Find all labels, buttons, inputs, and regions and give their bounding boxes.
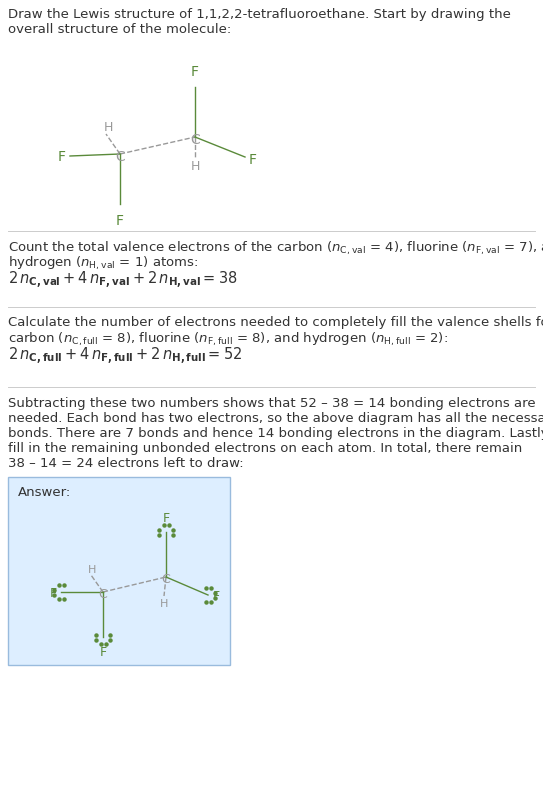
Text: F: F — [58, 150, 66, 164]
Text: F: F — [116, 214, 124, 228]
Text: C: C — [115, 150, 125, 164]
Text: Draw the Lewis structure of 1,1,2,2-tetrafluoroethane. Start by drawing the: Draw the Lewis structure of 1,1,2,2-tetr… — [8, 8, 511, 21]
Text: bonds. There are 7 bonds and hence 14 bonding electrons in the diagram. Lastly,: bonds. There are 7 bonds and hence 14 bo… — [8, 426, 543, 439]
Text: Calculate the number of electrons needed to completely fill the valence shells f: Calculate the number of electrons needed… — [8, 316, 543, 328]
Text: needed. Each bond has two electrons, so the above diagram has all the necessary: needed. Each bond has two electrons, so … — [8, 411, 543, 425]
Text: $2\,n_\mathregular{C,val} + 4\,n_\mathregular{F,val} + 2\,n_\mathregular{H,val} : $2\,n_\mathregular{C,val} + 4\,n_\mathre… — [8, 270, 238, 291]
Bar — [8, 478, 230, 665]
Text: C: C — [162, 573, 171, 585]
Text: H: H — [190, 160, 200, 173]
Text: fill in the remaining unbonded electrons on each atom. In total, there remain: fill in the remaining unbonded electrons… — [8, 442, 522, 454]
Text: Count the total valence electrons of the carbon ($n_\mathregular{C,val}$ = 4), f: Count the total valence electrons of the… — [8, 240, 543, 257]
Text: hydrogen ($n_\mathregular{H,val}$ = 1) atoms:: hydrogen ($n_\mathregular{H,val}$ = 1) a… — [8, 255, 198, 272]
Text: F: F — [212, 589, 219, 603]
Text: 38 – 14 = 24 electrons left to draw:: 38 – 14 = 24 electrons left to draw: — [8, 456, 244, 470]
Text: F: F — [49, 587, 56, 600]
Text: carbon ($n_\mathregular{C,full}$ = 8), fluorine ($n_\mathregular{F,full}$ = 8), : carbon ($n_\mathregular{C,full}$ = 8), f… — [8, 331, 448, 348]
Text: C: C — [99, 588, 108, 601]
Text: overall structure of the molecule:: overall structure of the molecule: — [8, 23, 231, 36]
Text: Answer:: Answer: — [18, 485, 71, 499]
Text: H: H — [88, 565, 96, 574]
Text: $2\,n_\mathregular{C,full} + 4\,n_\mathregular{F,full} + 2\,n_\mathregular{H,ful: $2\,n_\mathregular{C,full} + 4\,n_\mathr… — [8, 345, 242, 367]
Text: F: F — [99, 645, 106, 658]
Text: F: F — [249, 153, 257, 167]
Text: H: H — [103, 120, 113, 134]
Text: H: H — [160, 598, 168, 608]
Text: F: F — [162, 512, 169, 524]
Text: F: F — [191, 65, 199, 79]
Text: Subtracting these two numbers shows that 52 – 38 = 14 bonding electrons are: Subtracting these two numbers shows that… — [8, 397, 535, 410]
Text: C: C — [190, 132, 200, 147]
